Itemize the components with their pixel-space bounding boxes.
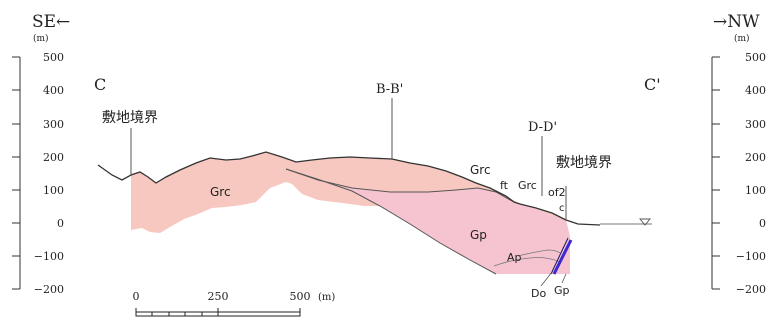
left-tick-label: 100: [43, 184, 64, 197]
ap-lens: [493, 257, 561, 267]
right-tick-label: 300: [745, 118, 766, 131]
scale-label-250: 250: [208, 290, 229, 303]
scale-unit: (m): [318, 292, 335, 303]
direction-right-label: →NW: [713, 12, 760, 32]
do-dyke-outline: [550, 237, 569, 275]
gp-boundary-line: [285, 168, 513, 202]
unit-label-do: Do: [531, 287, 546, 300]
unit-label-ap: Ap: [507, 251, 522, 264]
left-elevation-axis: (m) 500 400 300 200 100 0 −100 −200: [12, 33, 64, 296]
do-leader-line: [540, 271, 553, 287]
unit-label-ft: ft: [500, 179, 509, 192]
scale-bar: 0 250 500 (m): [133, 290, 335, 317]
unit-label-grc-right: Grc: [518, 179, 537, 192]
geology-body: [131, 152, 573, 275]
site-boundary-label-right: 敷地境界: [556, 155, 612, 171]
left-tick-label: 300: [43, 118, 64, 131]
gp-lower-boundary-line: [285, 168, 497, 275]
left-tick-label: 400: [43, 84, 64, 97]
unit-label-grc-main: Grc: [210, 185, 231, 199]
unit-label-grc-upper: Grc: [470, 163, 491, 177]
grc-unit-area: [131, 152, 566, 262]
section-end-right: C': [644, 75, 661, 94]
right-elevation-axis: (m) 500 400 300 200 100 0 −100 −200: [711, 33, 766, 296]
left-axis-unit: (m): [33, 33, 49, 44]
left-tick-label: 0: [57, 217, 64, 230]
gp-bottom-leader-line: [561, 273, 567, 284]
left-axis-ticks: [12, 56, 20, 290]
right-tick-label: −100: [736, 250, 766, 263]
unit-label-c: c: [559, 203, 565, 214]
right-tick-label: −200: [736, 283, 766, 296]
scale-label-500: 500: [290, 290, 311, 303]
right-axis-ticks: [712, 56, 720, 290]
left-tick-label: 200: [43, 151, 64, 164]
left-tick-label: −200: [34, 283, 64, 296]
right-axis-unit: (m): [734, 33, 750, 44]
cross-section-label-dd: D-D': [528, 120, 557, 135]
left-tick-label: −100: [34, 250, 64, 263]
cross-section-label-bb: B-B': [376, 82, 403, 97]
do-dyke: [552, 239, 573, 275]
right-tick-label: 500: [745, 51, 766, 64]
right-tick-label: 0: [759, 217, 766, 230]
site-boundary-label-left: 敷地境界: [102, 110, 158, 126]
scale-label-0: 0: [133, 290, 140, 303]
unit-label-gp-bottom: Gp: [554, 284, 570, 297]
gp-unit-area: [286, 169, 570, 274]
right-tick-label: 200: [745, 151, 766, 164]
section-end-left: C: [94, 75, 106, 94]
unit-label-gp: Gp: [470, 228, 487, 242]
ground-surface-line: [97, 151, 601, 226]
left-tick-label: 500: [43, 51, 64, 64]
direction-left-label: SE←: [32, 12, 70, 32]
ap-lens: [517, 249, 561, 257]
right-tick-label: 100: [745, 184, 766, 197]
water-level-marker: [639, 218, 651, 226]
right-tick-label: 400: [745, 84, 766, 97]
unit-label-of2: of2: [548, 186, 566, 199]
